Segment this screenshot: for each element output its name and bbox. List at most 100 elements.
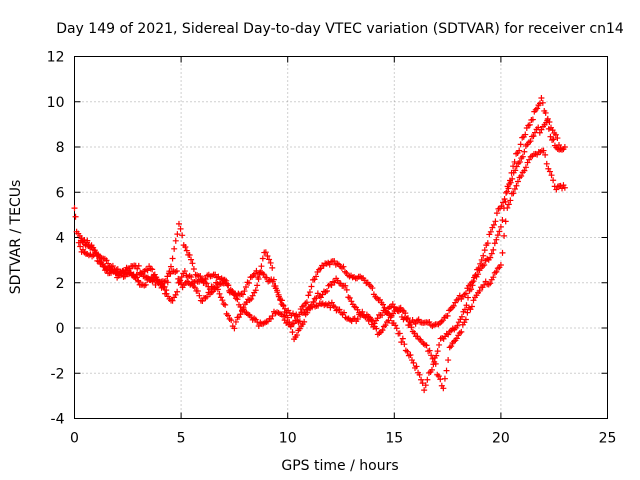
data-point: [274, 289, 281, 296]
data-point: [169, 297, 176, 304]
data-point: [550, 136, 557, 143]
data-point: [513, 163, 520, 170]
data-point: [343, 286, 350, 293]
data-point: [313, 295, 320, 302]
data-point: [307, 305, 314, 312]
data-point: [529, 116, 536, 123]
data-point: [269, 312, 276, 319]
data-point: [186, 252, 193, 259]
data-point: [561, 184, 568, 191]
data-point: [325, 300, 332, 307]
x-tick-label: 10: [279, 431, 297, 447]
data-point: [249, 292, 256, 299]
data-point: [160, 283, 167, 290]
y-axis-label: SDTVAR / TECUs: [8, 180, 24, 295]
data-point: [331, 279, 338, 286]
data-point: [418, 376, 425, 383]
data-point: [481, 262, 488, 269]
data-point: [380, 301, 387, 308]
data-point: [411, 330, 418, 337]
data-point: [475, 265, 482, 272]
data-point: [196, 292, 203, 299]
data-point: [96, 253, 103, 260]
data-point: [164, 279, 171, 286]
data-points: [71, 94, 568, 394]
data-point: [470, 297, 477, 304]
data-point: [147, 276, 154, 283]
data-point: [214, 286, 221, 293]
data-point: [498, 203, 505, 210]
data-point: [259, 255, 266, 262]
data-point: [424, 376, 431, 383]
data-point: [199, 297, 206, 304]
data-point: [272, 285, 279, 292]
data-point: [426, 318, 433, 325]
data-point: [171, 245, 178, 252]
data-point: [181, 268, 188, 275]
data-point: [306, 289, 313, 296]
data-point: [526, 121, 533, 128]
data-point: [561, 144, 568, 150]
data-point: [328, 299, 335, 306]
data-point: [472, 271, 479, 278]
data-point: [434, 348, 441, 355]
data-point: [465, 294, 472, 301]
data-point: [275, 293, 282, 300]
data-point: [114, 266, 121, 273]
y-tick-label: 12: [47, 50, 65, 66]
data-point: [518, 172, 525, 179]
data-point: [296, 311, 303, 318]
data-point: [542, 151, 549, 158]
data-point: [547, 133, 554, 140]
data-point: [516, 159, 523, 166]
data-point: [286, 319, 293, 326]
data-point: [216, 290, 223, 297]
data-point: [91, 247, 98, 254]
data-point: [481, 247, 488, 254]
data-point: [426, 347, 433, 354]
data-point: [499, 217, 506, 224]
data-point: [461, 306, 468, 313]
data-point: [77, 243, 84, 250]
data-point: [458, 313, 465, 320]
x-tick-label: 15: [385, 431, 403, 447]
data-point: [231, 325, 238, 332]
data-point: [71, 205, 78, 212]
data-point: [499, 249, 506, 256]
data-point: [469, 282, 476, 289]
data-point: [559, 185, 566, 192]
data-point: [543, 160, 550, 167]
data-point: [505, 201, 512, 208]
data-point: [246, 280, 253, 287]
data-point: [448, 343, 455, 350]
data-point: [517, 141, 524, 148]
data-point: [536, 129, 543, 136]
data-point: [117, 272, 124, 279]
data-point: [72, 213, 79, 220]
data-point: [258, 263, 265, 270]
data-point: [331, 304, 338, 311]
data-point: [240, 304, 247, 311]
data-point: [509, 175, 516, 182]
data-point: [513, 182, 520, 189]
data-point: [336, 306, 343, 313]
data-point: [405, 315, 412, 322]
data-point: [223, 277, 230, 284]
data-point: [507, 197, 514, 204]
data-point: [522, 164, 529, 171]
data-point: [423, 342, 430, 349]
data-point: [478, 256, 485, 263]
data-point: [453, 335, 460, 342]
data-point: [153, 274, 160, 281]
data-point: [342, 282, 349, 289]
data-point: [179, 232, 186, 239]
data-point: [497, 223, 504, 230]
data-point: [346, 294, 353, 301]
data-point: [393, 325, 400, 332]
data-point: [381, 304, 388, 311]
data-point: [202, 276, 209, 283]
x-tick-label: 5: [177, 431, 186, 447]
data-point: [412, 320, 419, 327]
data-point: [487, 228, 494, 235]
